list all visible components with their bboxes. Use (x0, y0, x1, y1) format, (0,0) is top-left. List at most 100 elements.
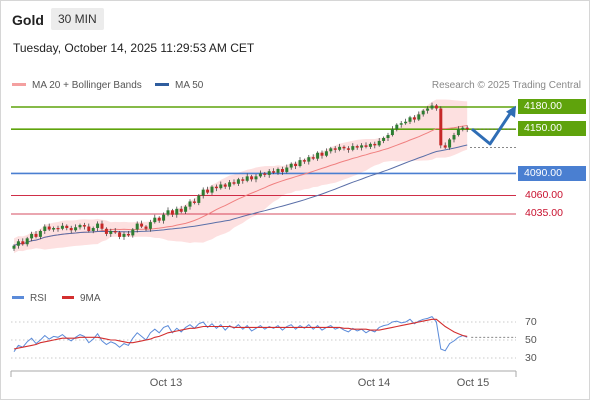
ma50-line (13, 144, 468, 247)
rsi-swatch (12, 295, 24, 299)
candle (38, 229, 42, 240)
level-label-s1: 4060.00 (525, 189, 563, 201)
candle (456, 126, 460, 137)
candle (34, 230, 38, 239)
candle (153, 214, 157, 224)
candle (131, 228, 135, 238)
candle (197, 194, 201, 206)
candle (386, 132, 390, 141)
candle (241, 177, 245, 184)
rsi-tick-70: 70 (525, 316, 537, 328)
bollinger-band (14, 99, 468, 254)
forecast-arrowhead (506, 105, 516, 118)
candle (452, 132, 456, 143)
candle (395, 123, 399, 132)
candle (135, 221, 139, 233)
ma20-swatch (12, 82, 26, 86)
candle (426, 106, 430, 114)
level-label-s2: 4035.00 (525, 207, 563, 219)
candle (100, 220, 104, 231)
timeframe-badge[interactable]: 30 MIN (51, 8, 104, 30)
ma50-swatch (155, 82, 169, 86)
candle (298, 157, 302, 168)
candle (16, 239, 20, 249)
candle (289, 162, 293, 170)
rsi-line (13, 315, 468, 352)
candle (338, 143, 342, 152)
candle (144, 225, 148, 231)
candle (254, 174, 258, 183)
candle (162, 212, 166, 224)
legend-rsi: RSI (12, 293, 47, 304)
candle (382, 136, 386, 144)
candle (78, 223, 82, 230)
candle (12, 244, 16, 251)
candle (342, 145, 346, 151)
candle (25, 236, 29, 247)
candle (188, 199, 192, 210)
level-tag-r2: 4180.00 (518, 99, 586, 114)
candle (311, 154, 315, 161)
candle (214, 184, 218, 192)
candle (74, 224, 78, 232)
candle (373, 141, 377, 149)
candle (52, 226, 56, 232)
candle (179, 205, 183, 214)
candle (104, 227, 108, 237)
candle (280, 166, 284, 175)
candle (60, 222, 64, 231)
legend-ma50-label: MA 50 (175, 80, 204, 91)
legend-9ma-label: 9MA (80, 293, 101, 304)
candle (412, 115, 416, 123)
candle (109, 228, 113, 237)
candle (302, 158, 306, 164)
candle (461, 126, 465, 132)
candle (439, 106, 443, 149)
candle (324, 148, 328, 158)
legend-ma50: MA 50 (155, 80, 203, 91)
candle (175, 206, 179, 218)
candle (263, 171, 267, 178)
candle (87, 223, 91, 233)
candle (276, 167, 280, 175)
candle (465, 125, 469, 133)
candle (96, 221, 100, 231)
candle (219, 181, 223, 190)
candle (364, 142, 368, 149)
rsi-tick-50: 50 (525, 334, 537, 346)
candle (404, 118, 408, 125)
candle (21, 238, 25, 246)
level-tag-pivot: 4090.00 (518, 166, 586, 181)
legend-rsi-label: RSI (30, 293, 47, 304)
candle (355, 144, 359, 150)
candle (140, 220, 144, 229)
research-credit: Research © 2025 Trading Central (431, 80, 581, 91)
candle (122, 231, 126, 240)
candle (258, 170, 262, 178)
candle (82, 222, 86, 230)
candle (91, 226, 95, 234)
candle (390, 126, 394, 137)
candle (377, 137, 381, 147)
rsi-tick-30: 30 (525, 352, 537, 364)
candle (192, 198, 196, 205)
forecast-arrow (471, 109, 514, 146)
candle (267, 168, 271, 178)
candle (320, 150, 324, 159)
candle (417, 111, 421, 122)
candle (307, 154, 311, 165)
candle (223, 183, 227, 189)
candle (368, 142, 372, 150)
candle (47, 223, 51, 231)
candle (294, 161, 298, 169)
ma9-swatch (62, 295, 74, 299)
candle (206, 186, 210, 195)
candle (118, 230, 122, 240)
candle (443, 142, 447, 150)
legend-9ma: 9MA (62, 293, 101, 304)
candle (113, 228, 117, 234)
candle (408, 115, 412, 124)
candle (245, 173, 249, 183)
candle (351, 143, 355, 152)
